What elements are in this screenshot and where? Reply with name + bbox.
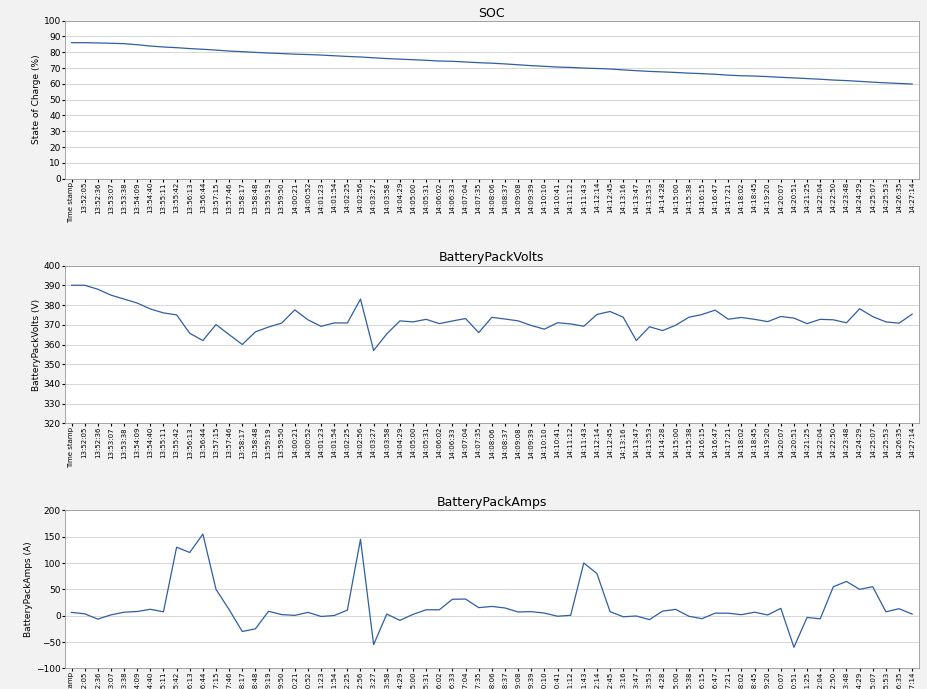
- Y-axis label: BatteryPackVolts (V): BatteryPackVolts (V): [32, 298, 41, 391]
- Title: BatteryPackAmps: BatteryPackAmps: [437, 496, 546, 509]
- Title: BatteryPackVolts: BatteryPackVolts: [438, 251, 544, 265]
- Title: SOC: SOC: [478, 6, 504, 19]
- Y-axis label: State of Charge (%): State of Charge (%): [32, 55, 41, 145]
- Y-axis label: BatteryPackAmps (A): BatteryPackAmps (A): [24, 542, 33, 637]
